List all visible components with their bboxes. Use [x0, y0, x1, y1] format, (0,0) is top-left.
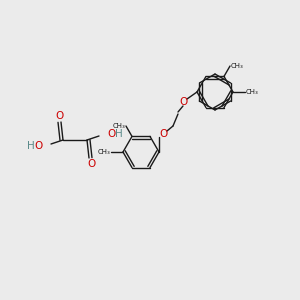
Text: O: O	[159, 129, 167, 139]
Text: O: O	[87, 159, 95, 169]
Text: CH₃: CH₃	[231, 63, 244, 69]
Text: CH₃: CH₃	[246, 89, 259, 95]
Text: O: O	[35, 141, 43, 151]
Text: O: O	[55, 111, 63, 121]
Text: H: H	[115, 129, 123, 139]
Text: CH₃: CH₃	[112, 123, 125, 129]
Text: CH₃: CH₃	[97, 149, 110, 155]
Text: H: H	[27, 141, 35, 151]
Text: O: O	[107, 129, 115, 139]
Text: O: O	[179, 97, 187, 107]
